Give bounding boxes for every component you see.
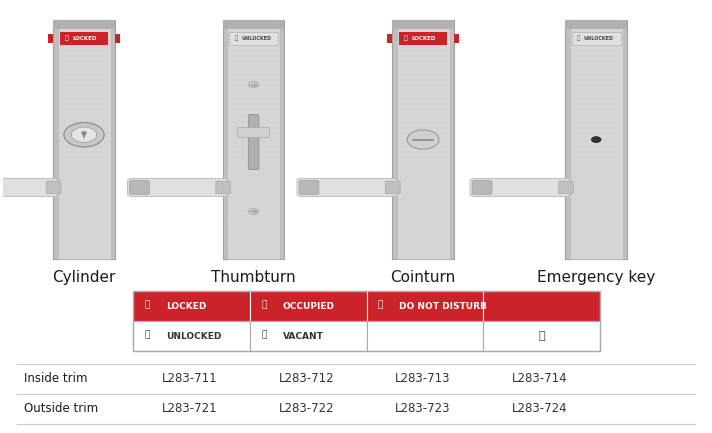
Text: LOCKED: LOCKED	[412, 36, 436, 41]
FancyBboxPatch shape	[558, 181, 573, 194]
Text: L283-723: L283-723	[395, 402, 451, 415]
Circle shape	[81, 131, 87, 135]
Text: L283-712: L283-712	[278, 372, 335, 385]
Circle shape	[64, 123, 104, 147]
Text: 🔒: 🔒	[261, 301, 267, 310]
Circle shape	[407, 130, 439, 149]
Text: 🔓: 🔓	[145, 330, 150, 339]
Circle shape	[248, 81, 259, 88]
Bar	[53, 20, 115, 29]
Bar	[570, 20, 623, 259]
Text: L283-721: L283-721	[162, 402, 218, 415]
Circle shape	[71, 127, 97, 142]
Text: 🔒: 🔒	[378, 301, 383, 310]
Polygon shape	[82, 134, 86, 139]
FancyBboxPatch shape	[130, 181, 150, 194]
FancyBboxPatch shape	[46, 181, 61, 194]
FancyBboxPatch shape	[216, 181, 231, 194]
Text: VACANT: VACANT	[283, 332, 323, 341]
Text: 🔒: 🔒	[65, 36, 69, 41]
Circle shape	[248, 208, 259, 215]
Text: DO NOT DISTURB: DO NOT DISTURB	[399, 302, 487, 311]
Bar	[483, 321, 600, 351]
Text: 🔓: 🔓	[538, 331, 545, 341]
Text: Outside trim: Outside trim	[24, 402, 98, 415]
Text: 🔒: 🔒	[145, 301, 150, 310]
Bar	[133, 321, 250, 351]
Bar	[367, 291, 483, 321]
FancyBboxPatch shape	[385, 181, 400, 194]
Text: L283-724: L283-724	[512, 402, 567, 415]
FancyBboxPatch shape	[297, 178, 397, 197]
Bar	[60, 32, 108, 45]
Text: Inside trim: Inside trim	[24, 372, 88, 385]
Text: LOCKED: LOCKED	[73, 36, 97, 41]
Bar	[367, 321, 483, 351]
Bar	[227, 20, 280, 259]
Text: L283-722: L283-722	[278, 402, 335, 415]
Text: Cylinder: Cylinder	[52, 270, 116, 285]
Text: L283-713: L283-713	[395, 372, 451, 385]
Bar	[387, 34, 392, 43]
FancyBboxPatch shape	[299, 181, 319, 194]
Bar	[115, 34, 120, 43]
Bar	[392, 20, 454, 29]
Bar	[58, 20, 110, 259]
Text: L283-711: L283-711	[162, 372, 218, 385]
Bar	[53, 20, 115, 259]
Bar	[133, 291, 600, 351]
FancyBboxPatch shape	[248, 114, 259, 170]
Bar	[572, 32, 621, 45]
Bar	[229, 32, 278, 45]
Bar	[250, 321, 367, 351]
Text: 🔓: 🔓	[261, 330, 267, 339]
Text: Cointurn: Cointurn	[390, 270, 456, 285]
Bar	[48, 34, 53, 43]
FancyBboxPatch shape	[0, 178, 58, 197]
FancyBboxPatch shape	[238, 127, 270, 138]
Bar	[565, 20, 627, 259]
Bar	[392, 20, 454, 259]
Text: Emergency key: Emergency key	[537, 270, 655, 285]
Bar	[133, 291, 250, 321]
Bar	[454, 34, 459, 43]
Text: Thumbturn: Thumbturn	[211, 270, 296, 285]
Text: L283-714: L283-714	[512, 372, 567, 385]
Text: OCCUPIED: OCCUPIED	[283, 302, 335, 311]
Text: 🔒: 🔒	[404, 36, 408, 41]
Bar	[223, 20, 284, 29]
Bar	[483, 291, 600, 321]
FancyBboxPatch shape	[472, 181, 492, 194]
FancyBboxPatch shape	[470, 178, 570, 197]
Text: UNLOCKED: UNLOCKED	[241, 36, 271, 41]
Text: 🔓: 🔓	[577, 36, 580, 41]
Bar	[250, 291, 367, 321]
Bar	[565, 20, 627, 29]
Bar	[399, 32, 447, 45]
Bar	[397, 20, 449, 259]
Bar	[223, 20, 284, 259]
Text: 🔓: 🔓	[234, 36, 238, 41]
Text: UNLOCKED: UNLOCKED	[584, 36, 614, 41]
FancyBboxPatch shape	[127, 178, 228, 197]
Text: UNLOCKED: UNLOCKED	[166, 332, 221, 341]
Text: LOCKED: LOCKED	[166, 302, 206, 311]
Circle shape	[592, 137, 601, 142]
